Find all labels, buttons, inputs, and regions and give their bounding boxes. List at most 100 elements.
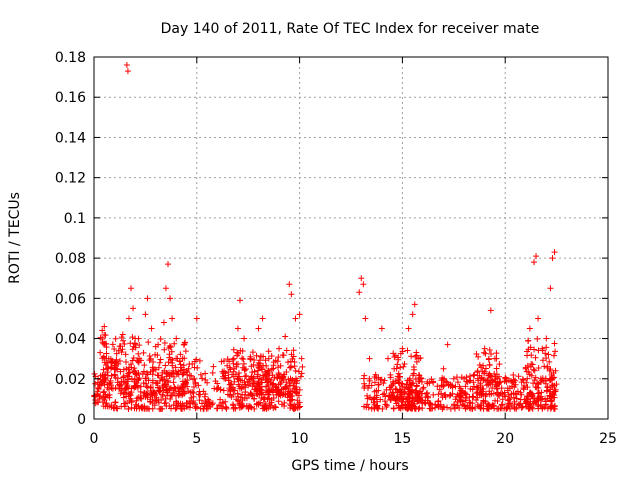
data-point <box>288 396 295 403</box>
data-point <box>413 352 420 359</box>
data-point <box>495 380 502 387</box>
data-point <box>155 399 162 406</box>
data-point <box>535 390 542 397</box>
data-point <box>242 384 249 391</box>
data-point <box>442 393 449 400</box>
data-point <box>368 382 375 389</box>
data-point <box>547 388 554 395</box>
data-point <box>508 383 515 390</box>
data-point <box>226 381 233 388</box>
data-point <box>292 367 299 374</box>
data-point <box>391 353 398 360</box>
data-point <box>539 357 546 364</box>
data-point <box>539 345 546 352</box>
data-point <box>371 395 378 402</box>
data-point <box>256 390 263 397</box>
data-point <box>103 355 110 362</box>
data-point <box>549 402 556 409</box>
data-point <box>288 351 295 358</box>
data-point <box>364 395 371 402</box>
data-point <box>451 401 458 408</box>
data-point <box>408 389 415 396</box>
data-point <box>473 390 480 397</box>
data-point <box>493 385 500 392</box>
data-point <box>296 404 303 411</box>
data-point <box>550 352 557 359</box>
data-point <box>427 405 434 412</box>
data-point <box>548 371 555 378</box>
data-point <box>408 353 415 360</box>
data-point <box>466 405 473 412</box>
data-point <box>419 400 426 407</box>
data-point <box>481 368 488 375</box>
data-point <box>390 405 397 412</box>
data-point <box>230 355 237 362</box>
data-point <box>392 352 399 359</box>
data-point <box>156 387 163 394</box>
data-point <box>242 373 249 380</box>
data-point <box>230 360 237 367</box>
data-point <box>505 400 512 407</box>
x-tick-label: 10 <box>291 431 309 447</box>
data-point <box>365 404 372 411</box>
data-point <box>286 391 293 398</box>
data-point <box>197 371 204 378</box>
data-point <box>113 356 120 363</box>
data-point <box>360 281 367 288</box>
data-point <box>144 384 151 391</box>
data-point <box>192 380 199 387</box>
data-point <box>219 405 226 412</box>
data-point <box>255 367 262 374</box>
data-point <box>447 392 454 399</box>
data-point <box>492 381 499 388</box>
data-point <box>155 372 162 379</box>
data-point <box>123 383 130 390</box>
data-point <box>377 396 384 403</box>
data-point <box>112 399 119 406</box>
data-point <box>250 361 257 368</box>
data-point <box>222 403 229 410</box>
data-point <box>155 387 162 394</box>
data-point <box>474 389 481 396</box>
data-point <box>268 399 275 406</box>
data-point <box>95 399 102 406</box>
data-point <box>247 355 254 362</box>
data-point <box>537 395 544 402</box>
data-point <box>473 350 480 357</box>
data-point <box>518 379 525 386</box>
data-point <box>531 346 538 353</box>
data-point <box>462 397 469 404</box>
data-point <box>476 403 483 410</box>
data-point <box>259 372 266 379</box>
data-point <box>451 405 458 412</box>
data-point <box>265 348 272 355</box>
data-point <box>134 358 141 365</box>
data-point <box>385 355 392 362</box>
data-point <box>199 375 206 382</box>
data-point <box>255 325 262 332</box>
data-point <box>149 371 156 378</box>
data-point <box>542 401 549 408</box>
chart-title: Day 140 of 2011, Rate Of TEC Index for r… <box>161 21 540 37</box>
data-point <box>270 395 277 402</box>
data-point <box>553 381 560 388</box>
data-point <box>395 356 402 363</box>
data-point <box>240 356 247 363</box>
data-point <box>268 387 275 394</box>
data-point <box>123 62 130 69</box>
data-point <box>241 367 248 374</box>
data-point <box>535 315 542 322</box>
data-point <box>378 325 385 332</box>
data-point <box>97 349 104 356</box>
data-point <box>171 384 178 391</box>
data-point <box>373 392 380 399</box>
data-point <box>268 366 275 373</box>
data-point <box>228 393 235 400</box>
data-point <box>467 385 474 392</box>
data-point <box>263 362 270 369</box>
data-point <box>419 385 426 392</box>
data-point <box>230 346 237 353</box>
data-point <box>101 331 108 338</box>
data-point <box>534 335 541 342</box>
data-point <box>251 356 258 363</box>
